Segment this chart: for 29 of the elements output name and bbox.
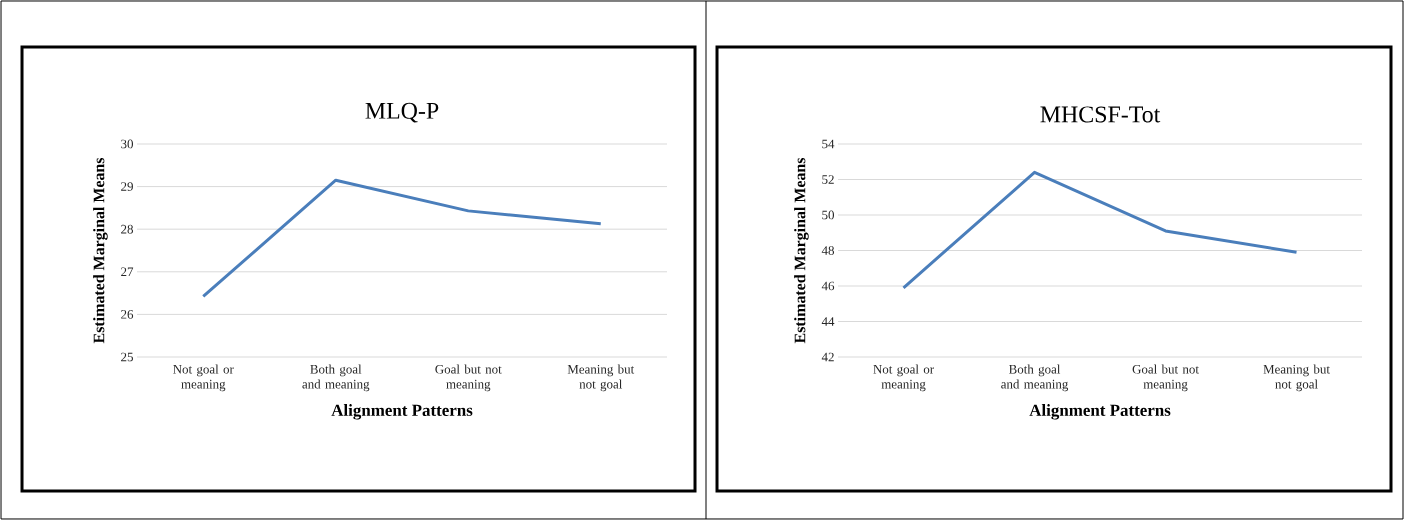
y-tick-label: 27 [121, 267, 134, 277]
chart-title: MLQ-P [365, 102, 439, 123]
x-axis-title: Alignment Patterns [1029, 404, 1171, 420]
line-series [201, 178, 603, 298]
x-tick-label: Both goal and meaning [1001, 364, 1069, 392]
x-tick-label: Meaning but not goal [567, 364, 635, 392]
x-tick-label: Meaning but not goal [1263, 364, 1330, 392]
y-tick-label: 50 [822, 210, 835, 220]
y-tick-label: 29 [121, 182, 133, 191]
y-tick-label: 46 [821, 281, 835, 291]
x-tick-label: Not goal or meaning [173, 364, 234, 392]
x-tick-label: Both goal and meaning [302, 364, 370, 392]
y-tick-label: 52 [822, 175, 834, 184]
y-tick-label: 44 [821, 317, 835, 326]
x-tick-label: Goal but not meaning [435, 364, 502, 392]
x-tick-label: Not goal or meaning [873, 364, 934, 392]
line-series [902, 170, 1299, 290]
y-tick-label: 42 [821, 352, 834, 362]
y-tick-label: 48 [821, 246, 835, 255]
x-axis-title: Alignment Patterns [331, 404, 473, 420]
chart-title: MHCSF-Tot [1040, 106, 1161, 123]
y-axis-title: Estimated Marginal Means [93, 157, 108, 344]
y-tick-label: 25 [121, 352, 133, 362]
y-tick-label: 30 [121, 139, 134, 149]
y-axis-title: Estimated Marginal Means [794, 157, 809, 344]
y-tick-label: 54 [822, 139, 835, 149]
y-tick-label: 28 [121, 224, 134, 234]
x-tick-label: Goal but not meaning [1132, 364, 1199, 392]
y-tick-label: 26 [121, 310, 134, 319]
